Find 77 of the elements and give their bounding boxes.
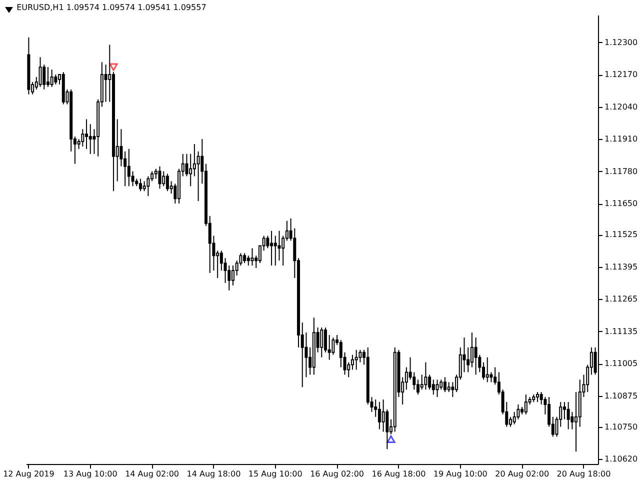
candlestick bbox=[46, 66, 50, 88]
y-tick-label: 1.11780 bbox=[604, 166, 638, 176]
candlestick bbox=[270, 230, 274, 266]
candlestick bbox=[231, 265, 234, 286]
y-tick-label: 1.11910 bbox=[604, 134, 638, 144]
x-tick-label: 20 Aug 18:00 bbox=[556, 470, 611, 478]
candlestick bbox=[104, 64, 108, 102]
candlestick bbox=[324, 327, 327, 353]
candlestick bbox=[404, 366, 408, 390]
candlestick bbox=[416, 379, 420, 396]
candlestick bbox=[162, 170, 166, 187]
candlestick bbox=[278, 230, 281, 262]
candlestick bbox=[470, 332, 474, 368]
candlestick bbox=[447, 382, 450, 393]
y-tick-label: 1.11395 bbox=[604, 262, 638, 272]
candlestick bbox=[536, 392, 539, 402]
y-tick-label: 1.11265 bbox=[604, 294, 638, 304]
candlestick bbox=[424, 362, 428, 390]
candlestick bbox=[382, 399, 385, 432]
y-tick-label: 1.11135 bbox=[604, 326, 638, 336]
chart-title: EURUSD,H1 1.09574 1.09574 1.09541 1.09557 bbox=[16, 3, 206, 12]
candlestick bbox=[85, 118, 88, 150]
candlestick bbox=[189, 153, 192, 187]
y-tick-label: 1.12170 bbox=[604, 70, 638, 80]
candlestick bbox=[158, 166, 162, 190]
candlestick bbox=[266, 235, 270, 249]
y-tick-label: 1.12040 bbox=[604, 102, 638, 112]
candlestick bbox=[185, 153, 188, 177]
y-tick-label: 1.11005 bbox=[604, 359, 638, 368]
candlestick bbox=[436, 379, 439, 398]
candlestick bbox=[574, 392, 578, 452]
candlestick bbox=[166, 173, 169, 192]
candlestick bbox=[243, 252, 246, 264]
candlestick bbox=[88, 124, 92, 154]
candlestick bbox=[566, 401, 570, 430]
x-tick-label: 20 Aug 02:00 bbox=[495, 470, 550, 478]
y-tick-label: 1.10875 bbox=[604, 391, 638, 400]
candlestick bbox=[354, 349, 358, 370]
candlestick bbox=[524, 394, 528, 415]
candlestick bbox=[127, 148, 130, 187]
candlestick bbox=[378, 401, 381, 430]
y-tick-label: 1.10750 bbox=[604, 422, 638, 432]
candlestick bbox=[428, 374, 432, 390]
candlestick bbox=[246, 255, 250, 266]
y-tick-label: 1.11650 bbox=[604, 199, 638, 208]
candlestick bbox=[42, 64, 46, 90]
candlestick bbox=[562, 401, 566, 420]
candlestick bbox=[192, 143, 196, 177]
candlestick bbox=[432, 379, 435, 396]
candlestick bbox=[443, 376, 446, 393]
candlestick bbox=[320, 327, 324, 358]
y-tick-label: 1.12300 bbox=[604, 38, 638, 47]
candlestick bbox=[50, 69, 54, 88]
candlestick bbox=[339, 339, 342, 368]
x-tick-label: 15 Aug 10:00 bbox=[248, 470, 302, 478]
candlestick bbox=[146, 176, 150, 197]
candlestick bbox=[486, 356, 489, 383]
x-tick-label: 19 Aug 10:00 bbox=[433, 470, 488, 478]
y-tick-label: 1.10620 bbox=[604, 454, 638, 464]
candlestick bbox=[250, 248, 254, 266]
x-tick-label: 14 Aug 18:00 bbox=[186, 470, 241, 478]
candlestick bbox=[54, 74, 58, 85]
candlestick bbox=[196, 150, 200, 202]
x-tick-label: 13 Aug 10:00 bbox=[63, 470, 118, 478]
y-tick-label: 1.11525 bbox=[604, 230, 638, 240]
x-tick-label: 16 Aug 02:00 bbox=[310, 470, 364, 478]
candlestick bbox=[474, 336, 478, 376]
candlestick bbox=[490, 372, 493, 383]
candlestick bbox=[350, 354, 354, 370]
x-tick-label: 14 Aug 02:00 bbox=[125, 470, 180, 478]
x-tick-label: 12 Aug 2019 bbox=[3, 470, 54, 478]
x-tick-label: 16 Aug 18:00 bbox=[372, 470, 426, 478]
candlestick bbox=[138, 178, 142, 192]
candlestick bbox=[220, 250, 223, 272]
candlestick bbox=[274, 235, 277, 266]
candlestick bbox=[81, 128, 84, 147]
candlestick bbox=[38, 56, 42, 88]
